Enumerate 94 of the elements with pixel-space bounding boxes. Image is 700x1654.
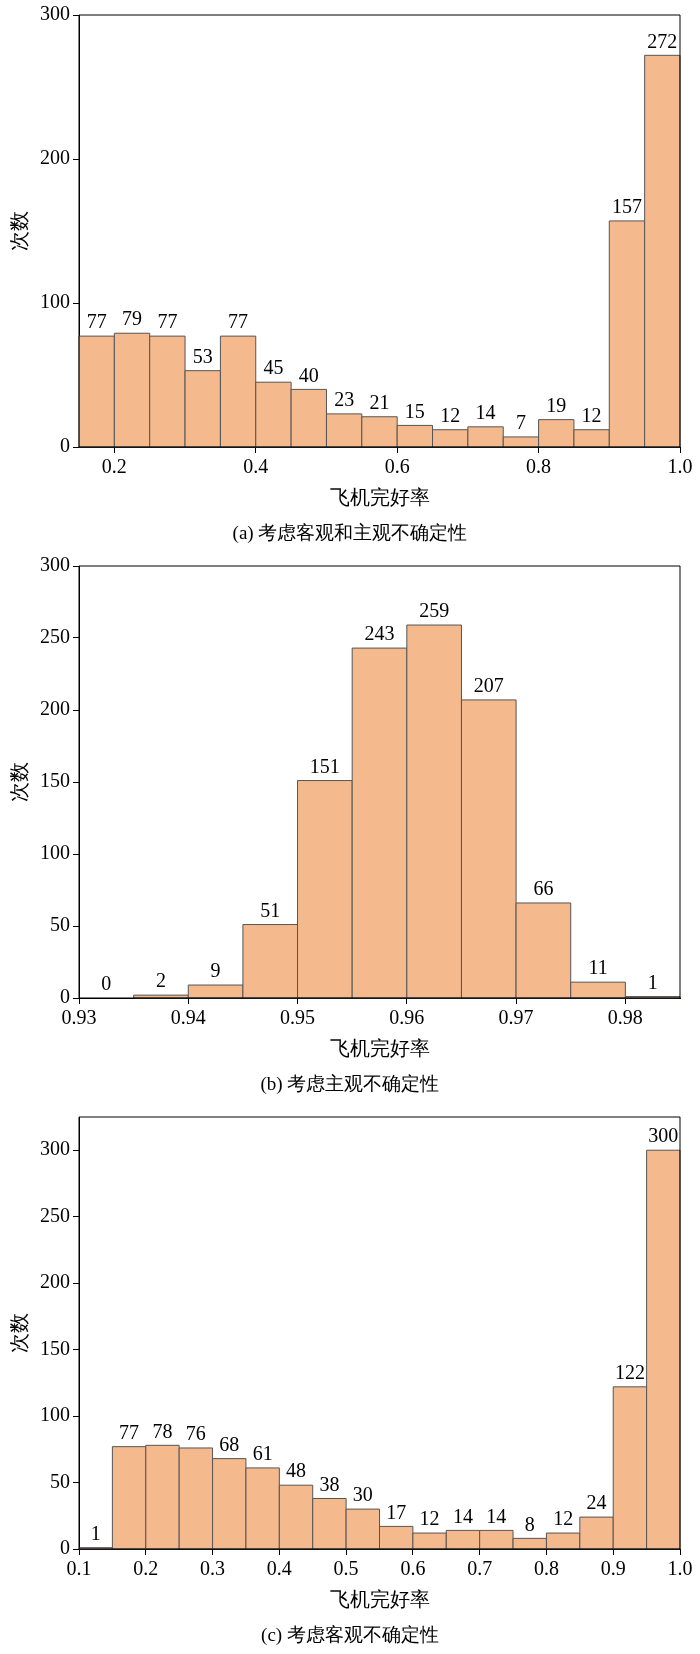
data-label: 77 (228, 310, 249, 333)
data-label: 23 (334, 388, 355, 411)
data-label: 17 (386, 1500, 407, 1523)
x-tick-label: 0.4 (266, 1557, 292, 1580)
data-label: 12 (419, 1507, 440, 1530)
data-label: 78 (152, 1419, 173, 1442)
x-tick-label: 0.9 (600, 1557, 626, 1580)
y-tick-label: 200 (40, 146, 70, 169)
y-tick-label: 100 (40, 290, 70, 313)
data-label: 19 (546, 393, 567, 416)
data-label: 66 (533, 877, 554, 900)
data-label: 300 (648, 1124, 679, 1147)
y-tick-label: 0 (60, 434, 70, 457)
x-tick-label: 0.94 (170, 1006, 206, 1029)
data-label: 77 (157, 310, 178, 333)
data-label: 45 (263, 356, 284, 379)
y-tick-label: 300 (40, 2, 70, 25)
data-label: 11 (588, 956, 608, 979)
x-tick-label: 0.2 (133, 1557, 159, 1580)
data-label: 1 (647, 970, 658, 993)
x-axis-title: 飞机完好率 (329, 486, 430, 509)
x-tick-label: 0.5 (333, 1557, 359, 1580)
y-tick-label: 150 (40, 769, 70, 792)
data-label: 8 (524, 1512, 535, 1535)
y-tick-label: 50 (50, 913, 70, 936)
data-label: 2 (155, 969, 166, 992)
y-axis-title: 次数 (8, 762, 31, 802)
data-label: 77 (86, 310, 107, 333)
x-tick-label: 0.96 (389, 1006, 425, 1029)
y-tick-label: 300 (40, 553, 70, 576)
x-tick-label: 0.98 (607, 1006, 643, 1029)
x-tick-label: 0.8 (533, 1557, 559, 1580)
x-tick-label: 1.0 (667, 455, 693, 478)
data-label: 79 (122, 307, 143, 330)
y-tick-label: 200 (40, 1270, 70, 1293)
data-label: 24 (586, 1491, 607, 1514)
data-label: 122 (614, 1361, 645, 1384)
x-tick-label: 0.7 (467, 1557, 493, 1580)
data-label: 207 (473, 674, 504, 697)
x-tick-label: 0.97 (498, 1006, 534, 1029)
data-label: 12 (581, 403, 602, 426)
data-label: 7 (515, 411, 526, 434)
data-label: 9 (210, 959, 221, 982)
y-tick-label: 100 (40, 1403, 70, 1426)
data-label: 12 (440, 403, 461, 426)
y-tick-label: 200 (40, 697, 70, 720)
data-label: 0 (101, 972, 112, 995)
y-tick-label: 250 (40, 1203, 70, 1226)
x-tick-label: 0.3 (200, 1557, 226, 1580)
data-label: 14 (486, 1504, 507, 1527)
data-label: 68 (219, 1432, 240, 1455)
x-tick-label: 0.4 (243, 455, 269, 478)
data-label: 14 (475, 401, 496, 424)
y-tick-label: 300 (40, 1137, 70, 1160)
data-label: 12 (553, 1507, 574, 1530)
x-axis-title: 飞机完好率 (329, 1037, 430, 1060)
y-tick-label: 0 (60, 985, 70, 1008)
y-axis-title: 次数 (8, 211, 31, 251)
data-label: 30 (352, 1483, 373, 1506)
y-tick-label: 0 (60, 1536, 70, 1559)
x-tick-label: 0.1 (66, 1557, 92, 1580)
x-tick-label: 0.95 (280, 1006, 316, 1029)
y-tick-label: 100 (40, 841, 70, 864)
y-tick-label: 250 (40, 625, 70, 648)
data-label: 21 (369, 391, 390, 414)
x-tick-label: 0.93 (61, 1006, 97, 1029)
x-tick-label: 0.6 (400, 1557, 426, 1580)
data-label: 76 (185, 1422, 206, 1445)
y-tick-label: 150 (40, 1336, 70, 1359)
data-label: 157 (611, 195, 642, 218)
text: (c) 考虑客观不确定性 (260, 1623, 440, 1647)
x-tick-label: 1.0 (667, 1557, 693, 1580)
data-label: 53 (192, 344, 213, 367)
y-tick-label: 50 (50, 1469, 70, 1492)
data-label: 61 (252, 1442, 273, 1465)
data-label: 151 (309, 754, 340, 777)
data-label: 48 (286, 1459, 307, 1482)
data-label: 15 (404, 399, 425, 422)
x-axis-title: 飞机完好率 (329, 1588, 430, 1611)
data-label: 77 (119, 1420, 140, 1443)
data-label: 1 (90, 1521, 101, 1544)
data-label: 40 (298, 363, 319, 386)
data-label: 272 (647, 29, 678, 52)
text: (a) 考虑客观和主观不确定性 (231, 521, 469, 545)
data-label: 243 (364, 622, 395, 645)
x-tick-label: 0.6 (384, 455, 410, 478)
data-label: 51 (260, 898, 281, 921)
data-label: 259 (419, 599, 450, 622)
data-label: 38 (319, 1472, 340, 1495)
x-tick-label: 0.8 (526, 455, 552, 478)
text: (b) 考虑主观不确定性 (259, 1072, 441, 1096)
y-axis-title: 次数 (8, 1313, 31, 1353)
data-label: 14 (452, 1504, 473, 1527)
x-tick-label: 0.2 (101, 455, 127, 478)
